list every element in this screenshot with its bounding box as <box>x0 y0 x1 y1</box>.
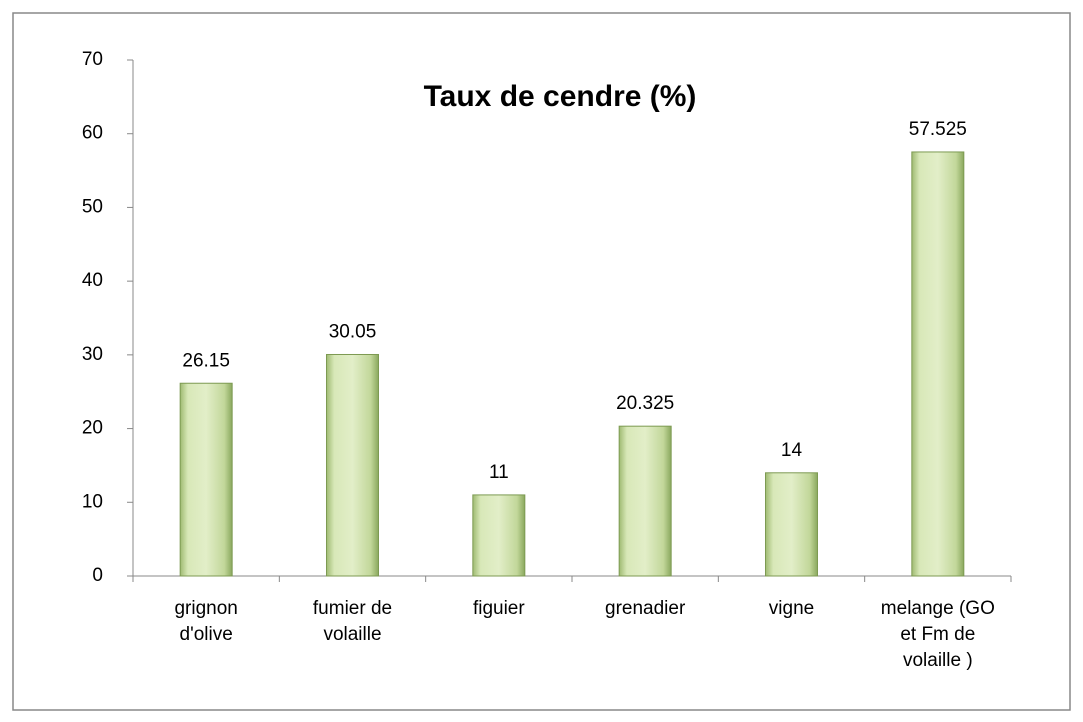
bar <box>911 151 965 577</box>
data-label: 26.15 <box>182 350 230 371</box>
bar <box>179 382 233 577</box>
chart-border <box>12 12 1071 711</box>
data-label: 20.325 <box>616 393 674 414</box>
x-tick-label: fumier de volaille <box>312 598 393 645</box>
y-tick-label: 60 <box>82 123 103 144</box>
y-tick-label: 10 <box>82 491 103 512</box>
data-label: 30.05 <box>329 322 377 343</box>
x-tick-label: grignon d'olive <box>174 598 238 645</box>
data-label: 11 <box>489 462 509 483</box>
bar <box>472 494 526 577</box>
data-label: 14 <box>781 440 803 461</box>
bar <box>618 425 672 577</box>
x-tick-label: grenadier <box>605 598 686 619</box>
y-tick-label: 30 <box>82 344 103 365</box>
chart-title: Taux de cendre (%) <box>424 80 697 113</box>
x-tick-label: figuier <box>472 598 525 619</box>
x-tick-label: vigne <box>768 598 815 619</box>
bar <box>765 472 818 577</box>
y-tick-label: 40 <box>82 270 103 291</box>
x-tick-label: melange (GO et Fm de volaille ) <box>880 598 995 671</box>
y-tick-label: 20 <box>82 418 103 439</box>
data-label: 57.525 <box>909 119 967 140</box>
y-tick-label: 50 <box>82 196 103 217</box>
y-tick-label: 70 <box>82 49 103 70</box>
y-tick-label: 0 <box>92 565 103 586</box>
bar <box>326 353 379 577</box>
